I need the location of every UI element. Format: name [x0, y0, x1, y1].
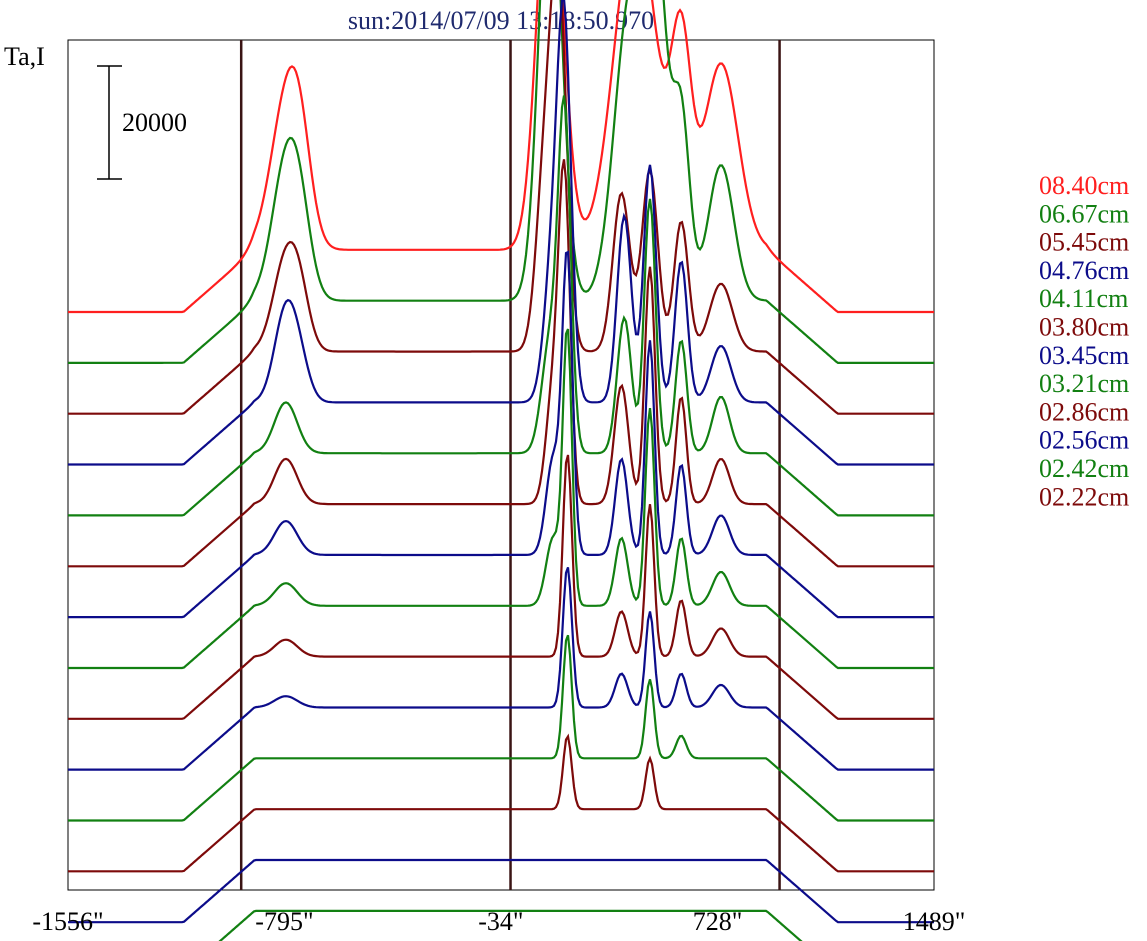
legend-entry: 04.11cm — [1039, 284, 1128, 313]
legend-entry: 04.76cm — [1039, 256, 1129, 285]
x-tick-labels: -1556" -795" -34" 728" 1489" — [32, 907, 965, 936]
vertical-marker-lines — [239, 40, 781, 890]
x-tick-label: -795" — [255, 907, 313, 936]
x-tick-label: -1556" — [32, 907, 103, 936]
legend-entry: 02.56cm — [1039, 426, 1129, 455]
trace-02.22cm — [68, 733, 934, 873]
trace-06.67cm — [68, 0, 934, 364]
trace-05.45cm — [68, 0, 934, 415]
legend: 08.40cm06.67cm05.45cm04.76cm04.11cm03.80… — [1039, 171, 1129, 511]
x-tick-label: 728" — [693, 907, 743, 936]
trace-03.45cm — [68, 250, 934, 619]
legend-entry: 08.40cm — [1039, 171, 1129, 200]
y-axis-label: Ta,I — [4, 42, 45, 71]
trace-08.40cm — [68, 0, 934, 314]
legend-entry: 03.21cm — [1039, 369, 1129, 398]
scale-bar-label: 20000 — [122, 108, 187, 137]
chart-title: sun:2014/07/09 13:18:50.970 — [348, 6, 654, 35]
legend-entry: 03.45cm — [1039, 341, 1129, 370]
trace-03.21cm — [68, 328, 934, 670]
plot-frame — [67, 39, 935, 891]
scale-bar: 20000 — [97, 65, 187, 180]
trace-04.76cm — [68, 0, 934, 466]
trace-03.80cm — [68, 159, 934, 568]
spectrum-traces — [68, 0, 934, 941]
trace-lower — [218, 909, 803, 941]
legend-entry: 02.42cm — [1039, 454, 1129, 483]
trace-04.11cm — [68, 95, 934, 517]
x-tick-label: -34" — [478, 907, 523, 936]
trace-02.56cm — [68, 567, 934, 771]
x-tick-label: 1489" — [903, 907, 966, 936]
legend-entry: 06.67cm — [1039, 199, 1129, 228]
trace-02.42cm — [68, 634, 934, 822]
legend-entry: 05.45cm — [1039, 228, 1129, 257]
legend-entry: 02.86cm — [1039, 397, 1129, 426]
legend-entry: 03.80cm — [1039, 313, 1129, 342]
legend-entry: 02.22cm — [1039, 482, 1129, 511]
trace-02.86cm — [68, 454, 934, 720]
trace-lower — [68, 858, 934, 924]
